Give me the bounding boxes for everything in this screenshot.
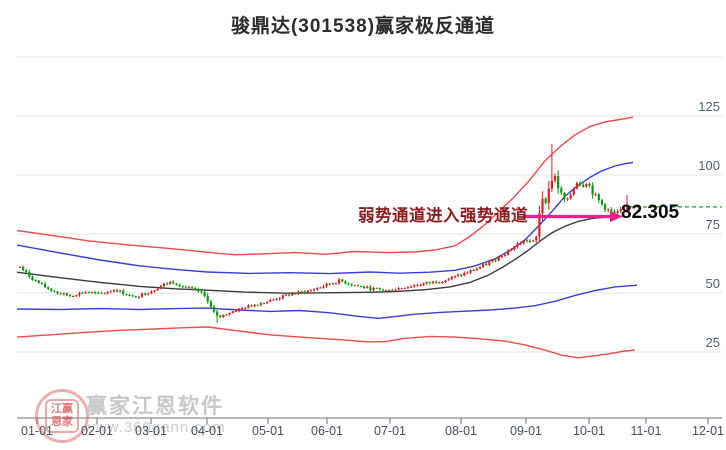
x-axis-label: 10-01	[573, 424, 605, 438]
channel-breakout-annotation: 弱势通道进入强势通道	[358, 207, 528, 225]
x-axis-label: 06-01	[311, 424, 343, 438]
y-axis-label: 125	[698, 99, 720, 114]
candles-layer	[18, 144, 629, 323]
x-axis-label: 02-01	[81, 424, 113, 438]
x-axis-label: 08-01	[445, 424, 477, 438]
chart-overlay	[523, 206, 722, 222]
x-axis-label: 07-01	[374, 424, 406, 438]
watermark-logo: 江赢 恩家	[35, 389, 89, 443]
upper-red-channel-line	[16, 116, 634, 256]
x-axis-label: 03-01	[135, 424, 167, 438]
watermark-logo-icon: 江赢 恩家	[45, 399, 79, 433]
y-axis-label: 75	[705, 217, 720, 232]
x-axis-label: 12-01	[692, 424, 724, 438]
y-axis-label: 25	[705, 335, 720, 350]
price-callout-label: 82.305	[621, 202, 680, 223]
channel-lines	[16, 116, 638, 359]
lower-red-channel-line	[16, 326, 636, 359]
watermark-logo-text-top: 江赢	[51, 403, 73, 415]
y-axis-label: 50	[705, 276, 720, 291]
x-axis-label: 09-01	[510, 424, 542, 438]
watermark-brand-text: 赢家江恩软件	[86, 395, 224, 418]
watermark-logo-text-bottom: 恩家	[51, 416, 73, 428]
x-axis-label: 11-01	[630, 424, 662, 438]
x-axis-label: 05-01	[252, 424, 284, 438]
x-axis-label: 01-01	[21, 424, 53, 438]
gridlines	[17, 56, 722, 353]
watermark-site-text: www.360gann.com	[84, 419, 226, 436]
y-axis-label: 100	[698, 158, 720, 173]
x-axis-label: 04-01	[191, 424, 223, 438]
chart-title: 骏鼎达(301538)赢家极反通道	[230, 16, 496, 37]
middle-black-channel-line	[16, 216, 621, 294]
upper-blue-channel-line	[16, 161, 634, 275]
lower-blue-channel-line	[16, 284, 638, 319]
